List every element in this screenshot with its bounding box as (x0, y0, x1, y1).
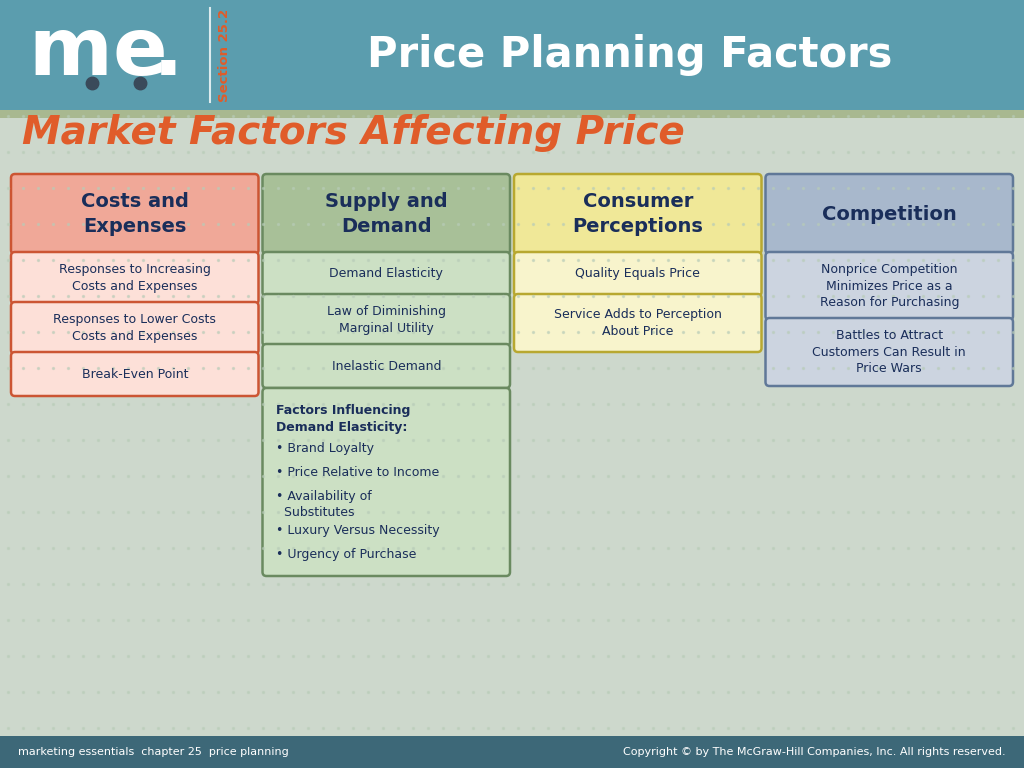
Text: • Luxury Versus Necessity: • Luxury Versus Necessity (275, 524, 439, 537)
Text: .: . (153, 14, 183, 92)
FancyBboxPatch shape (0, 110, 1024, 736)
Text: Demand Elasticity: Demand Elasticity (330, 267, 443, 280)
Text: Price Planning Factors: Price Planning Factors (368, 34, 893, 76)
Text: Section 25.2: Section 25.2 (218, 8, 231, 101)
FancyBboxPatch shape (514, 174, 762, 254)
Text: Costs and
Expenses: Costs and Expenses (81, 192, 188, 236)
FancyBboxPatch shape (514, 294, 762, 352)
Text: • Urgency of Purchase: • Urgency of Purchase (275, 548, 416, 561)
Text: Nonprice Competition
Minimizes Price as a
Reason for Purchasing: Nonprice Competition Minimizes Price as … (819, 263, 959, 309)
Text: • Price Relative to Income: • Price Relative to Income (275, 466, 438, 479)
Text: Break-Even Point: Break-Even Point (82, 368, 188, 380)
Text: e: e (113, 14, 167, 92)
FancyBboxPatch shape (0, 0, 1024, 110)
FancyBboxPatch shape (262, 344, 510, 388)
FancyBboxPatch shape (514, 252, 762, 296)
FancyBboxPatch shape (11, 174, 258, 254)
Text: Copyright © by The McGraw-Hill Companies, Inc. All rights reserved.: Copyright © by The McGraw-Hill Companies… (624, 747, 1006, 757)
Text: Responses to Lower Costs
Costs and Expenses: Responses to Lower Costs Costs and Expen… (53, 313, 216, 343)
Text: m: m (28, 14, 112, 92)
Text: marketing essentials  chapter 25  price planning: marketing essentials chapter 25 price pl… (18, 747, 289, 757)
Text: Supply and
Demand: Supply and Demand (325, 192, 447, 236)
FancyBboxPatch shape (766, 174, 1013, 254)
Text: Competition: Competition (822, 204, 956, 223)
FancyBboxPatch shape (262, 294, 510, 346)
Text: Quality Equals Price: Quality Equals Price (575, 267, 700, 280)
FancyBboxPatch shape (262, 252, 510, 296)
FancyBboxPatch shape (0, 736, 1024, 768)
FancyBboxPatch shape (766, 252, 1013, 320)
FancyBboxPatch shape (11, 352, 258, 396)
FancyBboxPatch shape (11, 252, 258, 304)
Text: Law of Diminishing
Marginal Utility: Law of Diminishing Marginal Utility (327, 305, 445, 335)
Text: Battles to Attract
Customers Can Result in
Price Wars: Battles to Attract Customers Can Result … (812, 329, 966, 375)
FancyBboxPatch shape (0, 110, 1024, 118)
FancyBboxPatch shape (766, 318, 1013, 386)
FancyBboxPatch shape (262, 388, 510, 576)
Text: • Brand Loyalty: • Brand Loyalty (275, 442, 374, 455)
Text: Inelastic Demand: Inelastic Demand (332, 359, 441, 372)
Text: Consumer
Perceptions: Consumer Perceptions (572, 192, 703, 236)
Text: Responses to Increasing
Costs and Expenses: Responses to Increasing Costs and Expens… (58, 263, 211, 293)
Text: Service Adds to Perception
About Price: Service Adds to Perception About Price (554, 308, 722, 338)
FancyBboxPatch shape (262, 174, 510, 254)
Text: • Availability of
  Substitutes: • Availability of Substitutes (275, 490, 372, 519)
Text: Factors Influencing
Demand Elasticity:: Factors Influencing Demand Elasticity: (275, 404, 410, 433)
Text: Market Factors Affecting Price: Market Factors Affecting Price (22, 114, 685, 152)
FancyBboxPatch shape (11, 302, 258, 354)
